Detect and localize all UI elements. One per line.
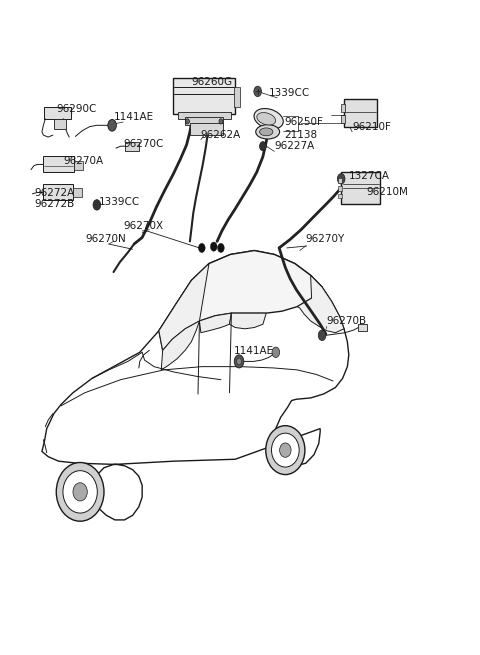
Bar xyxy=(190,123,223,135)
Text: 96270B: 96270B xyxy=(326,316,366,326)
Bar xyxy=(173,78,235,113)
Ellipse shape xyxy=(266,426,305,475)
Circle shape xyxy=(234,355,244,368)
Bar xyxy=(73,188,82,197)
Circle shape xyxy=(217,244,224,252)
Ellipse shape xyxy=(272,433,299,467)
Text: 1141AE: 1141AE xyxy=(234,346,275,356)
Ellipse shape xyxy=(257,113,276,125)
Ellipse shape xyxy=(63,471,97,513)
Ellipse shape xyxy=(254,109,283,129)
Polygon shape xyxy=(159,263,209,350)
Circle shape xyxy=(108,119,116,131)
Text: 96250F: 96250F xyxy=(284,117,323,126)
Text: 1339CC: 1339CC xyxy=(269,88,310,98)
Ellipse shape xyxy=(56,462,104,521)
Bar xyxy=(338,186,342,191)
Bar xyxy=(44,107,71,119)
Bar xyxy=(125,141,139,151)
Bar xyxy=(54,119,66,128)
Bar xyxy=(338,178,342,183)
Circle shape xyxy=(260,141,266,151)
Text: 96227A: 96227A xyxy=(275,141,314,151)
Text: 96270C: 96270C xyxy=(123,140,164,149)
Text: 96262A: 96262A xyxy=(201,130,241,140)
Circle shape xyxy=(199,244,205,252)
Circle shape xyxy=(186,119,190,124)
Ellipse shape xyxy=(256,124,280,139)
Circle shape xyxy=(254,86,262,97)
Bar xyxy=(341,172,380,204)
Polygon shape xyxy=(229,313,266,329)
Text: 96272A: 96272A xyxy=(35,189,75,198)
Circle shape xyxy=(337,174,345,184)
Text: 96270N: 96270N xyxy=(85,234,126,244)
Circle shape xyxy=(219,119,223,124)
Bar xyxy=(185,117,223,125)
Polygon shape xyxy=(161,321,199,370)
Bar xyxy=(341,115,345,122)
Polygon shape xyxy=(199,313,231,333)
Bar xyxy=(43,184,73,200)
Text: 96210M: 96210M xyxy=(366,187,408,197)
Circle shape xyxy=(93,200,101,210)
Polygon shape xyxy=(42,251,349,520)
Text: 96290C: 96290C xyxy=(56,103,96,113)
Bar xyxy=(178,112,231,119)
Bar xyxy=(43,156,74,172)
Text: 96270X: 96270X xyxy=(123,221,163,231)
Polygon shape xyxy=(159,251,322,350)
Ellipse shape xyxy=(260,128,273,136)
Text: 96260G: 96260G xyxy=(192,77,232,88)
Bar xyxy=(234,88,240,107)
Circle shape xyxy=(237,358,241,365)
Text: 96210F: 96210F xyxy=(352,122,391,132)
Text: 21138: 21138 xyxy=(284,130,317,140)
Bar xyxy=(344,99,377,126)
Ellipse shape xyxy=(73,483,87,501)
Bar xyxy=(359,324,367,331)
Circle shape xyxy=(318,330,326,341)
Ellipse shape xyxy=(280,443,291,457)
Text: 1141AE: 1141AE xyxy=(114,112,154,122)
Text: 96270A: 96270A xyxy=(63,156,104,166)
Circle shape xyxy=(272,347,280,358)
Polygon shape xyxy=(297,275,344,333)
Bar xyxy=(341,104,345,112)
Bar xyxy=(74,160,83,170)
Text: 96272B: 96272B xyxy=(35,199,75,209)
Text: 1327CA: 1327CA xyxy=(349,171,390,181)
Circle shape xyxy=(210,242,217,251)
Bar xyxy=(338,194,342,198)
Text: 1339CC: 1339CC xyxy=(99,198,141,208)
Text: 96270Y: 96270Y xyxy=(306,234,345,244)
